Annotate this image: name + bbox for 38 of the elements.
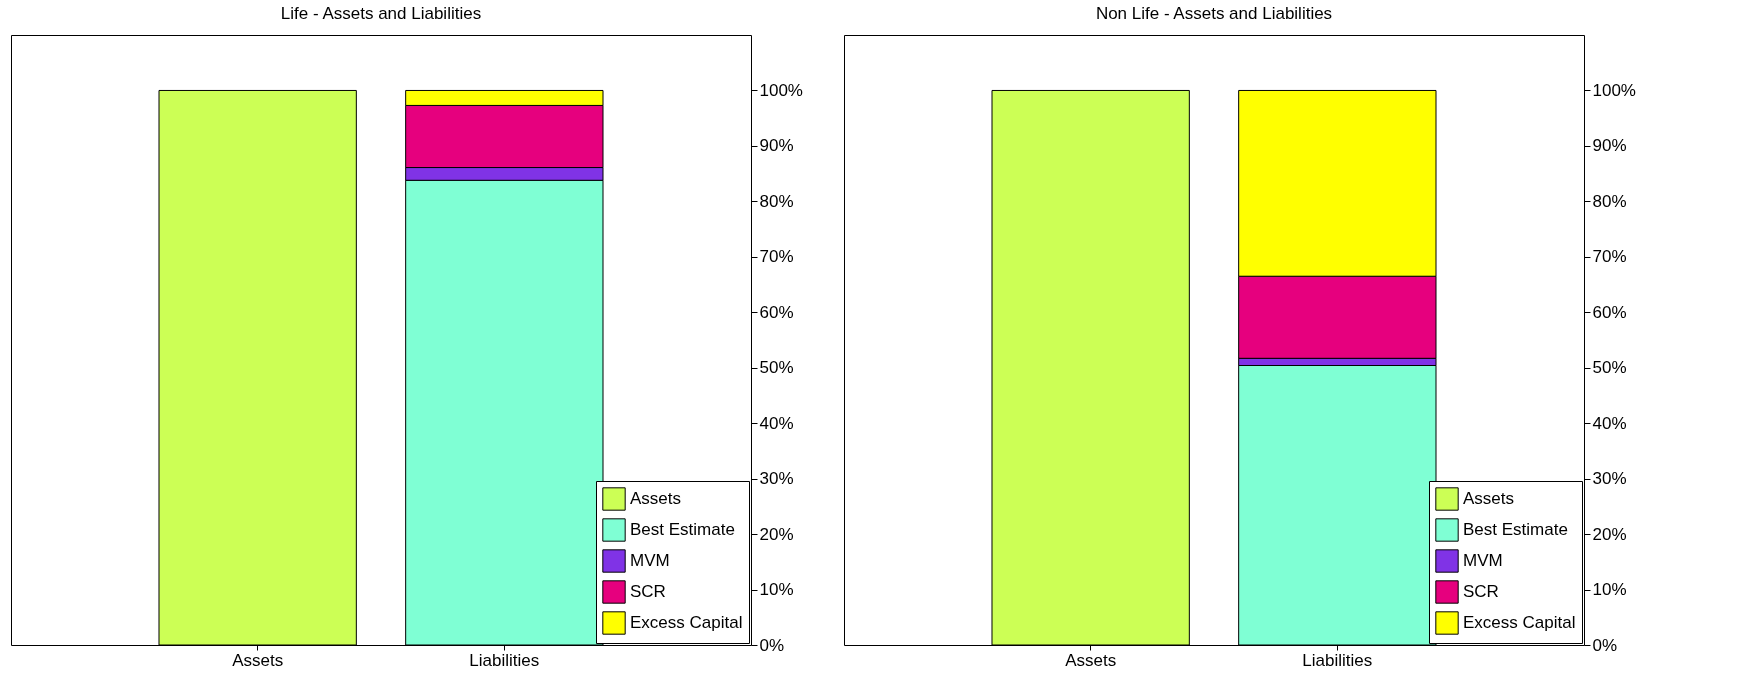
y-tick-label: 60% xyxy=(759,302,794,322)
x-tick-label: Liabilities xyxy=(469,650,540,670)
y-tick-label: 70% xyxy=(1592,247,1627,267)
legend-label: MVM xyxy=(1463,551,1503,570)
y-tick-label: 90% xyxy=(759,136,794,156)
y-tick-label: 50% xyxy=(759,358,794,378)
y-tick-label: 80% xyxy=(759,191,794,211)
x-tick-label: Assets xyxy=(232,650,284,670)
x-tick-label: Liabilities xyxy=(1302,650,1373,670)
legend-label: SCR xyxy=(1463,582,1499,601)
y-tick-label: 60% xyxy=(1592,302,1627,322)
chart-title: Life - Assets and Liabilities xyxy=(280,4,482,23)
y-tick-label: 10% xyxy=(759,580,794,600)
y-tick-label: 90% xyxy=(1592,136,1627,156)
legend-label: MVM xyxy=(630,551,670,570)
legend-label: Best Estimate xyxy=(1463,520,1568,539)
y-tick-label: 50% xyxy=(1592,358,1627,378)
y-tick-label: 0% xyxy=(759,635,785,655)
legend-label: Excess Capital xyxy=(1463,613,1576,632)
y-tick-label: 10% xyxy=(1592,580,1627,600)
legend-label: SCR xyxy=(630,582,666,601)
y-tick-label: 70% xyxy=(759,247,794,267)
chart-title: Non Life - Assets and Liabilities xyxy=(1095,4,1333,23)
legend-label: Best Estimate xyxy=(630,520,735,539)
y-tick-label: 40% xyxy=(1592,413,1627,433)
legend-label: Assets xyxy=(1463,489,1515,508)
y-tick-label: 100% xyxy=(1592,80,1636,100)
y-tick-label: 0% xyxy=(1592,635,1618,655)
y-tick-label: 100% xyxy=(759,80,803,100)
legend-label: Assets xyxy=(630,489,682,508)
legend-label: Excess Capital xyxy=(630,613,743,632)
y-tick-label: 20% xyxy=(759,524,794,544)
x-tick-label: Assets xyxy=(1065,650,1117,670)
y-tick-label: 30% xyxy=(1592,469,1627,489)
y-tick-label: 80% xyxy=(1592,191,1627,211)
y-tick-label: 20% xyxy=(1592,524,1627,544)
y-tick-label: 40% xyxy=(759,413,794,433)
y-tick-label: 30% xyxy=(759,469,794,489)
